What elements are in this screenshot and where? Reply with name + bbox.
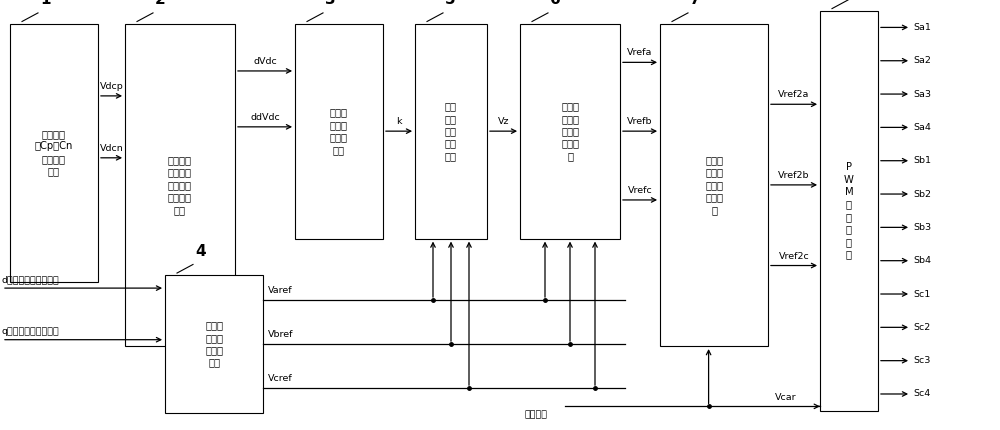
Text: Sb2: Sb2 — [913, 190, 931, 199]
Text: k: k — [396, 117, 402, 126]
Bar — [520, 24, 620, 239]
Text: Sc2: Sc2 — [913, 323, 930, 332]
Text: Sa2: Sa2 — [913, 56, 931, 65]
Text: Sa1: Sa1 — [913, 23, 931, 32]
Text: Vrefb: Vrefb — [627, 117, 653, 126]
Text: 零序
电压
分量
生成
单元: 零序 电压 分量 生成 单元 — [445, 101, 457, 161]
Text: Vdcn: Vdcn — [100, 144, 123, 153]
Text: Vdcp: Vdcp — [100, 82, 123, 91]
Text: 零序分
量因子
的选取
单元: 零序分 量因子 的选取 单元 — [330, 108, 348, 155]
Text: Sa3: Sa3 — [913, 89, 931, 98]
Text: Varef: Varef — [268, 286, 293, 295]
Bar — [165, 275, 263, 413]
Text: Sa4: Sa4 — [913, 123, 931, 132]
Text: 7: 7 — [690, 0, 701, 7]
Text: ddVdc: ddVdc — [250, 113, 280, 122]
Text: 2: 2 — [155, 0, 166, 7]
Text: 4: 4 — [195, 244, 206, 259]
Text: dVdc: dVdc — [253, 57, 277, 66]
Text: Vcref: Vcref — [268, 374, 293, 383]
Text: Vbref: Vbref — [268, 330, 294, 339]
Text: Sc4: Sc4 — [913, 390, 930, 399]
Text: q轴交流电压分量给定: q轴交流电压分量给定 — [2, 327, 60, 335]
Text: Sc3: Sc3 — [913, 356, 930, 365]
Text: 三角载波: 三角载波 — [525, 411, 548, 419]
Bar — [295, 24, 383, 239]
Text: d轴交流电压分量给定: d轴交流电压分量给定 — [2, 275, 60, 284]
Text: 直流侧电
容Cp、Cn
电压采样
单元: 直流侧电 容Cp、Cn 电压采样 单元 — [35, 129, 73, 176]
Text: Sb1: Sb1 — [913, 156, 931, 165]
Text: 中点电压
一阶微分
和二阶微
分值计算
单元: 中点电压 一阶微分 和二阶微 分值计算 单元 — [168, 155, 192, 215]
Bar — [10, 24, 98, 282]
Text: 三相调
制电压
指令值
单元: 三相调 制电压 指令值 单元 — [205, 320, 223, 368]
Bar — [415, 24, 487, 239]
Text: Sb3: Sb3 — [913, 223, 931, 232]
Bar — [660, 24, 768, 346]
Text: Vz: Vz — [498, 117, 509, 126]
Bar — [820, 11, 878, 411]
Text: Vref2b: Vref2b — [778, 171, 810, 180]
Text: Sc1: Sc1 — [913, 289, 930, 298]
Text: Vrefc: Vrefc — [628, 186, 652, 195]
Text: 6: 6 — [550, 0, 561, 7]
Text: 5: 5 — [445, 0, 456, 7]
Text: 调制波
幅移生
成调制
波二单
元: 调制波 幅移生 成调制 波二单 元 — [705, 155, 723, 215]
Bar — [125, 24, 235, 346]
Text: 1: 1 — [40, 0, 50, 7]
Text: Sb4: Sb4 — [913, 256, 931, 265]
Text: 3: 3 — [325, 0, 336, 7]
Text: Vcar: Vcar — [775, 393, 797, 402]
Text: Vref2c: Vref2c — [779, 252, 809, 261]
Text: 零序电
压分量
注入调
制波单
元: 零序电 压分量 注入调 制波单 元 — [561, 101, 579, 161]
Text: Vrefa: Vrefa — [627, 49, 653, 57]
Text: P
W
M
波
发
生
单
元: P W M 波 发 生 单 元 — [844, 162, 854, 259]
Text: Vref2a: Vref2a — [778, 90, 810, 99]
